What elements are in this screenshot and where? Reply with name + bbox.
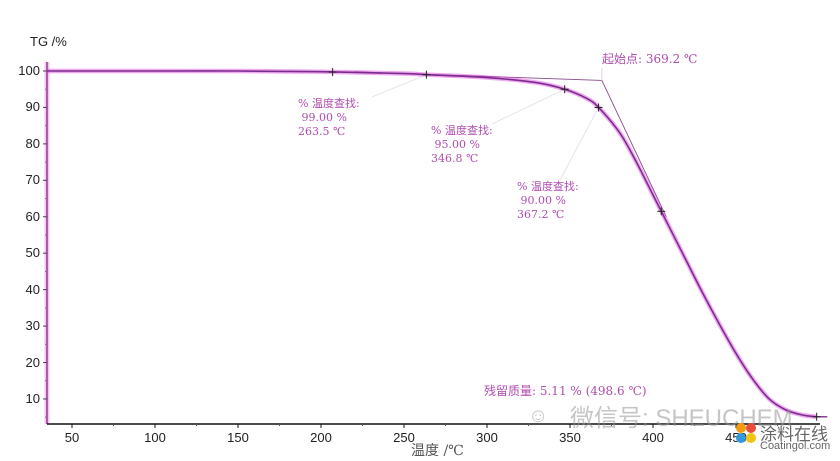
- y-tick-label: 30: [25, 318, 40, 334]
- y-tick-label: 50: [25, 245, 40, 261]
- y-tick-label: 70: [25, 172, 40, 188]
- y-tick-label: 60: [25, 208, 40, 224]
- x-tick-label: 400: [642, 430, 664, 445]
- annotation-lookup-90: % 温度查找: 90.00 % 367.2 ℃: [517, 180, 579, 221]
- y-tick-label: 90: [25, 99, 40, 115]
- x-tick-label: 350: [559, 430, 581, 445]
- y-tick-label: 10: [25, 390, 40, 406]
- y-tick-label: 40: [25, 281, 40, 297]
- wechat-icon: ☺: [528, 405, 549, 427]
- y-tick-label: 100: [18, 63, 40, 78]
- axes: [43, 62, 820, 428]
- curve-markers: [328, 68, 821, 421]
- onset-tangent-lines: [354, 68, 667, 217]
- y-tick-label: 20: [25, 354, 40, 370]
- x-tick-label: 200: [310, 430, 332, 445]
- annotation-onset: 起始点: 369.2 ℃: [602, 52, 698, 66]
- x-tick-label: 50: [64, 430, 80, 445]
- y-tick-label: 80: [25, 135, 40, 151]
- logo-cn-text: 涂料在线: [760, 425, 828, 444]
- x-tick-label: 250: [393, 430, 415, 445]
- logo-en-text: Coatingol.com: [760, 440, 831, 452]
- annotation-lookup-95: % 温度查找: 95.00 % 346.8 ℃: [431, 124, 493, 165]
- coatingol-logo-icon: [736, 423, 756, 443]
- x-axis-title: 温度 /℃: [411, 443, 464, 459]
- annotation-lookup-99: % 温度查找: 99.00 % 263.5 ℃: [298, 97, 360, 138]
- y-axis-title: TG /%: [30, 34, 67, 49]
- tg-curve: [47, 68, 828, 420]
- annotation-leader-lines: [371, 74, 599, 181]
- x-tick-label: 100: [144, 430, 166, 445]
- x-tick-label: 150: [227, 430, 249, 445]
- annotation-residual-mass: 残留质量: 5.11 % (498.6 ℃): [484, 384, 647, 398]
- x-tick-label: 300: [476, 430, 498, 445]
